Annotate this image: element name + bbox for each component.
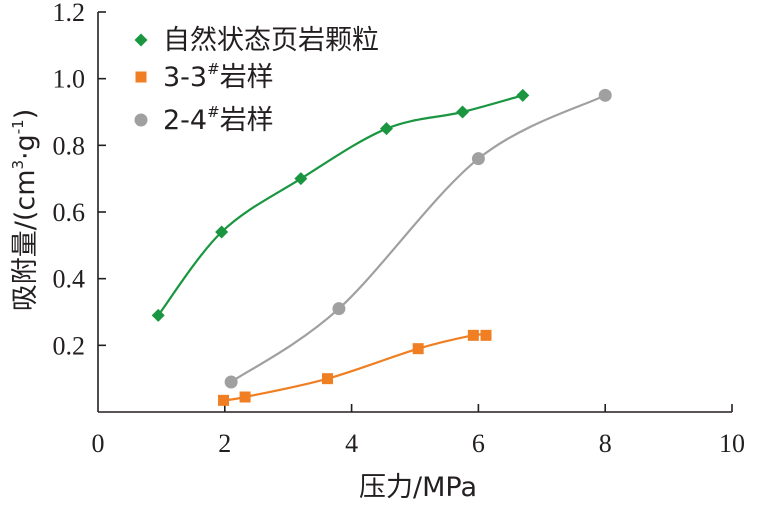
x-tick-label: 2 bbox=[218, 429, 231, 458]
x-tick-label: 6 bbox=[472, 429, 485, 458]
y-axis-title-sup1: 3 bbox=[9, 160, 27, 170]
data-point bbox=[294, 172, 308, 186]
legend-label: 自然状态页岩颗粒 bbox=[163, 25, 379, 56]
data-point bbox=[412, 343, 424, 355]
y-axis-title: 吸附量/(cm3·g-1) bbox=[9, 109, 41, 312]
y-tick-label: 0.4 bbox=[53, 265, 86, 294]
x-tick-label: 8 bbox=[599, 429, 612, 458]
data-point bbox=[322, 373, 334, 385]
data-point bbox=[379, 122, 393, 136]
legend-label-suffix: 岩样 bbox=[220, 105, 274, 136]
legend-label-suffix: 岩样 bbox=[220, 62, 274, 93]
data-point bbox=[218, 394, 230, 406]
series-line bbox=[230, 94, 606, 383]
data-point bbox=[215, 225, 229, 239]
y-tick-label: 0.6 bbox=[53, 198, 86, 227]
legend-label: 3-3#岩样 bbox=[163, 60, 274, 93]
data-point bbox=[467, 329, 479, 341]
plot-area: 0 2 4 6 8 10 0.2 0.4 0.6 0.8 1.0 1.2 bbox=[53, 0, 746, 458]
legend-label-main: 自然状态页岩颗粒 bbox=[163, 25, 379, 56]
legend-label-sup: # bbox=[207, 103, 220, 121]
legend-marker bbox=[134, 113, 148, 127]
data-point bbox=[516, 88, 530, 102]
series-0 bbox=[151, 88, 530, 322]
series-1 bbox=[218, 329, 492, 406]
legend-marker bbox=[134, 33, 148, 47]
data-point bbox=[480, 329, 492, 341]
y-tick-label: 0.2 bbox=[53, 331, 86, 360]
y-axis-title-sup2: -1 bbox=[9, 119, 27, 134]
y-tick-label: 1.0 bbox=[53, 65, 86, 94]
legend-marker bbox=[135, 71, 147, 83]
data-point bbox=[598, 88, 612, 102]
data-point bbox=[151, 308, 165, 322]
series-line bbox=[223, 333, 487, 402]
legend-label: 2-4#岩样 bbox=[163, 103, 274, 136]
data-point bbox=[239, 391, 251, 403]
y-axis-title-prefix: 吸附量/(cm bbox=[10, 170, 41, 312]
x-tick-label: 0 bbox=[92, 429, 105, 458]
y-axis-title-mid: ·g bbox=[10, 134, 41, 160]
x-tick-label: 10 bbox=[719, 429, 745, 458]
legend-label-main: 3-3 bbox=[163, 62, 207, 93]
data-point bbox=[471, 152, 485, 166]
data-point bbox=[224, 375, 238, 389]
series-2 bbox=[224, 88, 612, 389]
y-tick-label: 0.8 bbox=[53, 131, 86, 160]
y-axis-title-suffix: ) bbox=[10, 109, 41, 120]
series-layer bbox=[151, 88, 612, 406]
series-line bbox=[157, 94, 524, 316]
legend-label-sup: # bbox=[207, 60, 220, 78]
data-point bbox=[332, 302, 346, 316]
x-axis-title: 压力/MPa bbox=[359, 472, 477, 503]
x-tick-label: 4 bbox=[345, 429, 358, 458]
legend-label-main: 2-4 bbox=[163, 105, 207, 136]
y-tick-label: 1.2 bbox=[53, 0, 86, 27]
data-point bbox=[456, 105, 470, 119]
